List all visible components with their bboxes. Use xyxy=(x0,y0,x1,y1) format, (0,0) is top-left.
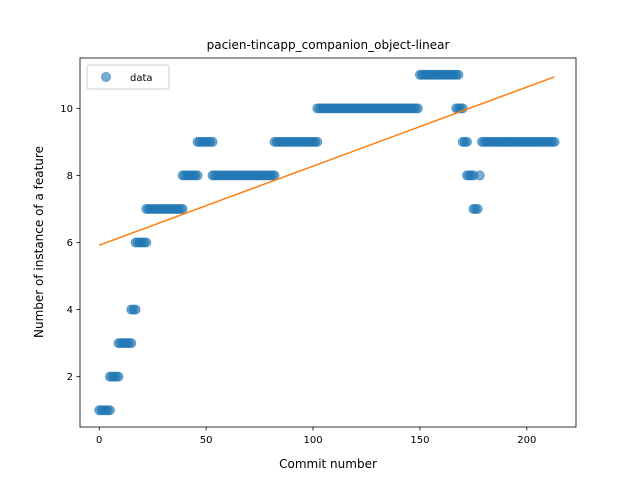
legend: data xyxy=(86,64,170,90)
y-axis-ticks: 2 4 6 8 10 xyxy=(60,104,80,383)
data-point xyxy=(549,136,560,147)
data-point xyxy=(192,170,203,181)
data-point xyxy=(461,136,472,147)
legend-marker-data xyxy=(101,72,111,82)
plot-layer xyxy=(94,69,560,416)
x-axis-ticks: 0 50 100 150 200 xyxy=(96,427,536,446)
data-point xyxy=(141,237,152,248)
fit-line xyxy=(98,76,555,246)
legend-box xyxy=(86,64,170,90)
data-point xyxy=(472,203,483,214)
y-tick-label: 10 xyxy=(60,104,73,115)
y-tick-label: 2 xyxy=(67,372,73,383)
x-tick-label: 50 xyxy=(200,435,213,446)
data-point xyxy=(412,103,423,114)
x-tick-label: 0 xyxy=(96,435,102,446)
data-point xyxy=(207,136,218,147)
chart-title: pacien-tincapp_companion_object-linear xyxy=(207,38,450,52)
x-tick-label: 100 xyxy=(303,435,322,446)
y-tick-label: 4 xyxy=(67,305,73,316)
x-axis-label: Commit number xyxy=(279,457,377,471)
data-point xyxy=(312,136,323,147)
data-point xyxy=(474,170,485,181)
data-point xyxy=(453,69,464,80)
x-tick-label: 150 xyxy=(410,435,429,446)
data-point xyxy=(126,338,137,349)
data-point xyxy=(104,405,115,416)
x-tick-label: 200 xyxy=(517,435,536,446)
y-tick-label: 8 xyxy=(67,171,73,182)
data-point xyxy=(130,304,141,315)
legend-label-data: data xyxy=(130,73,153,84)
y-tick-label: 6 xyxy=(67,238,73,249)
y-axis-label: Number of instance of a feature xyxy=(32,146,46,338)
data-point xyxy=(177,203,188,214)
data-point xyxy=(113,371,124,382)
